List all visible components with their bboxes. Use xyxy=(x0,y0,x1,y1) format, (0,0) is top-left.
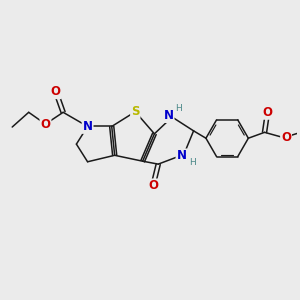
Text: H: H xyxy=(189,158,196,167)
Text: N: N xyxy=(164,109,174,122)
Text: N: N xyxy=(176,149,187,162)
Text: H: H xyxy=(175,104,182,113)
Text: O: O xyxy=(148,179,158,192)
Text: O: O xyxy=(51,85,61,98)
Text: O: O xyxy=(281,131,291,144)
Text: O: O xyxy=(40,118,50,130)
Text: S: S xyxy=(131,105,140,118)
Text: O: O xyxy=(262,106,272,119)
Text: N: N xyxy=(82,120,93,133)
